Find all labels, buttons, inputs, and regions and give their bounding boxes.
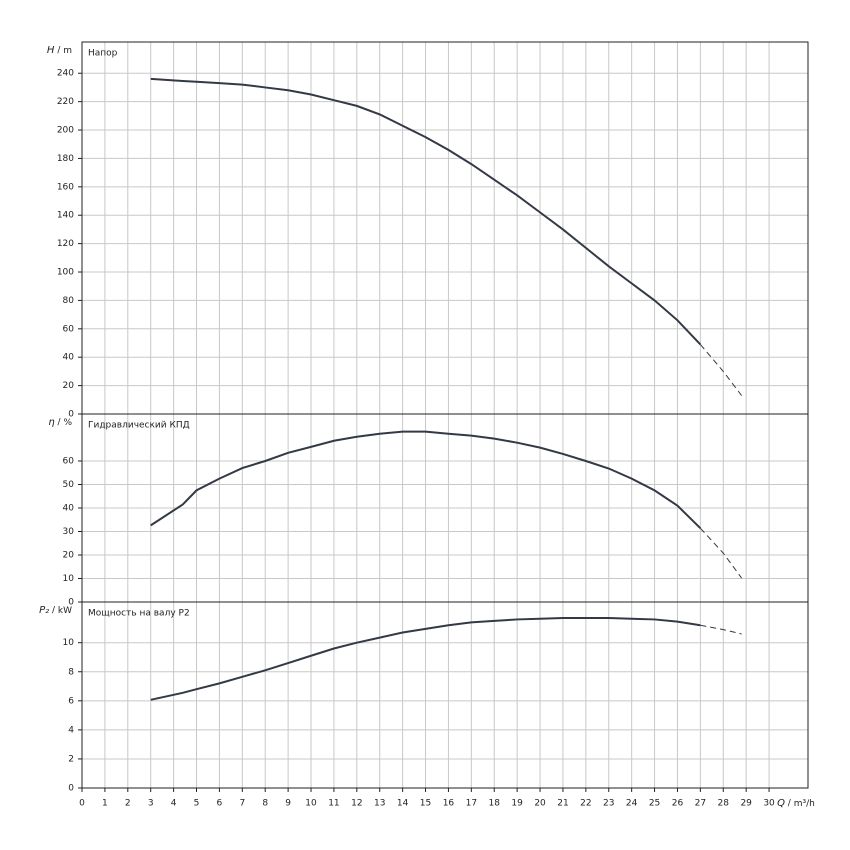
x-tick-label: 16 <box>443 799 455 809</box>
x-tick-label: 7 <box>239 799 245 809</box>
x-tick-label: 24 <box>626 799 638 809</box>
y-axis-unit: m <box>63 46 72 56</box>
x-tick-label: 19 <box>511 799 523 809</box>
x-tick-label: 20 <box>534 799 546 809</box>
y-tick-label: 0 <box>68 784 74 794</box>
y-axis-label: η / % <box>48 417 72 428</box>
y-tick-label: 20 <box>63 381 75 391</box>
y-tick-label: 220 <box>57 97 74 107</box>
y-axis-name: P₂ <box>39 605 49 616</box>
y-tick-label: 60 <box>63 324 75 334</box>
y-tick-label: 6 <box>68 696 74 706</box>
curve-solid <box>150 77 702 346</box>
x-tick-label: 8 <box>262 799 268 809</box>
x-tick-label: 27 <box>695 799 706 809</box>
y-tick-label: 80 <box>63 296 75 306</box>
y-tick-label: 0 <box>68 598 74 608</box>
x-tick-label: 17 <box>466 799 477 809</box>
y-tick-label: 40 <box>63 353 75 363</box>
y-axis-label: P₂ / kW <box>39 605 72 616</box>
x-tick-label: 2 <box>125 799 131 809</box>
x-tick-label: 3 <box>148 799 154 809</box>
x-axis-label: Q / m³/h <box>777 798 815 809</box>
x-tick-label: 5 <box>194 799 200 809</box>
x-tick-label: 23 <box>603 799 614 809</box>
x-tick-label: 15 <box>420 799 431 809</box>
curve-solid <box>150 616 701 701</box>
panel-label: Гидравлический КПД <box>88 421 190 431</box>
panel-label: Мощность на валу P2 <box>88 609 190 619</box>
y-tick-label: 0 <box>68 410 74 420</box>
y-tick-label: 50 <box>63 480 75 490</box>
x-tick-label: 12 <box>351 799 362 809</box>
x-tick-label: 30 <box>763 799 775 809</box>
y-tick-label: 30 <box>63 527 75 537</box>
y-axis-unit: kW <box>58 606 72 616</box>
x-axis-name: Q <box>777 798 785 809</box>
x-tick-label: 13 <box>374 799 385 809</box>
x-axis-unit: m³/h <box>794 799 815 809</box>
x-tick-label: 9 <box>285 799 291 809</box>
panel-frame <box>81 601 809 789</box>
y-axis-name: H <box>47 45 55 56</box>
curve-solid <box>150 430 702 529</box>
y-tick-label: 2 <box>68 754 74 764</box>
x-tick-label: 14 <box>397 799 409 809</box>
x-tick-label: 22 <box>580 799 591 809</box>
x-tick-label: 28 <box>718 799 730 809</box>
x-tick-label: 18 <box>489 799 501 809</box>
y-tick-label: 20 <box>63 551 75 561</box>
y-axis-unit: % <box>63 418 72 428</box>
curve-dashed <box>700 624 742 635</box>
x-tick-label: 25 <box>649 799 660 809</box>
x-tick-label: 6 <box>217 799 223 809</box>
x-tick-label: 21 <box>557 799 568 809</box>
panel-frame <box>81 41 809 415</box>
y-tick-label: 4 <box>68 725 74 735</box>
y-tick-label: 8 <box>68 667 74 677</box>
y-tick-label: 10 <box>63 574 75 584</box>
x-tick-label: 0 <box>79 799 85 809</box>
y-axis-name: η <box>48 417 54 428</box>
x-tick-label: 29 <box>740 799 752 809</box>
y-tick-label: 10 <box>63 638 75 648</box>
y-tick-label: 200 <box>57 126 74 136</box>
x-tick-label: 11 <box>328 799 339 809</box>
y-tick-label: 240 <box>57 69 74 79</box>
y-tick-label: 180 <box>57 154 74 164</box>
y-tick-label: 120 <box>57 239 74 249</box>
x-tick-label: 26 <box>672 799 684 809</box>
x-tick-label: 1 <box>102 799 108 809</box>
panel-label: Напор <box>88 49 118 59</box>
x-tick-label: 10 <box>305 799 317 809</box>
y-tick-label: 140 <box>57 211 74 221</box>
curve-dashed <box>699 527 742 579</box>
y-tick-label: 160 <box>57 182 74 192</box>
y-tick-label: 100 <box>57 268 74 278</box>
y-axis-label: H / m <box>47 45 72 56</box>
y-tick-label: 60 <box>63 457 75 467</box>
curve-dashed <box>699 344 742 396</box>
x-tick-label: 4 <box>171 799 177 809</box>
y-tick-label: 40 <box>63 504 75 514</box>
